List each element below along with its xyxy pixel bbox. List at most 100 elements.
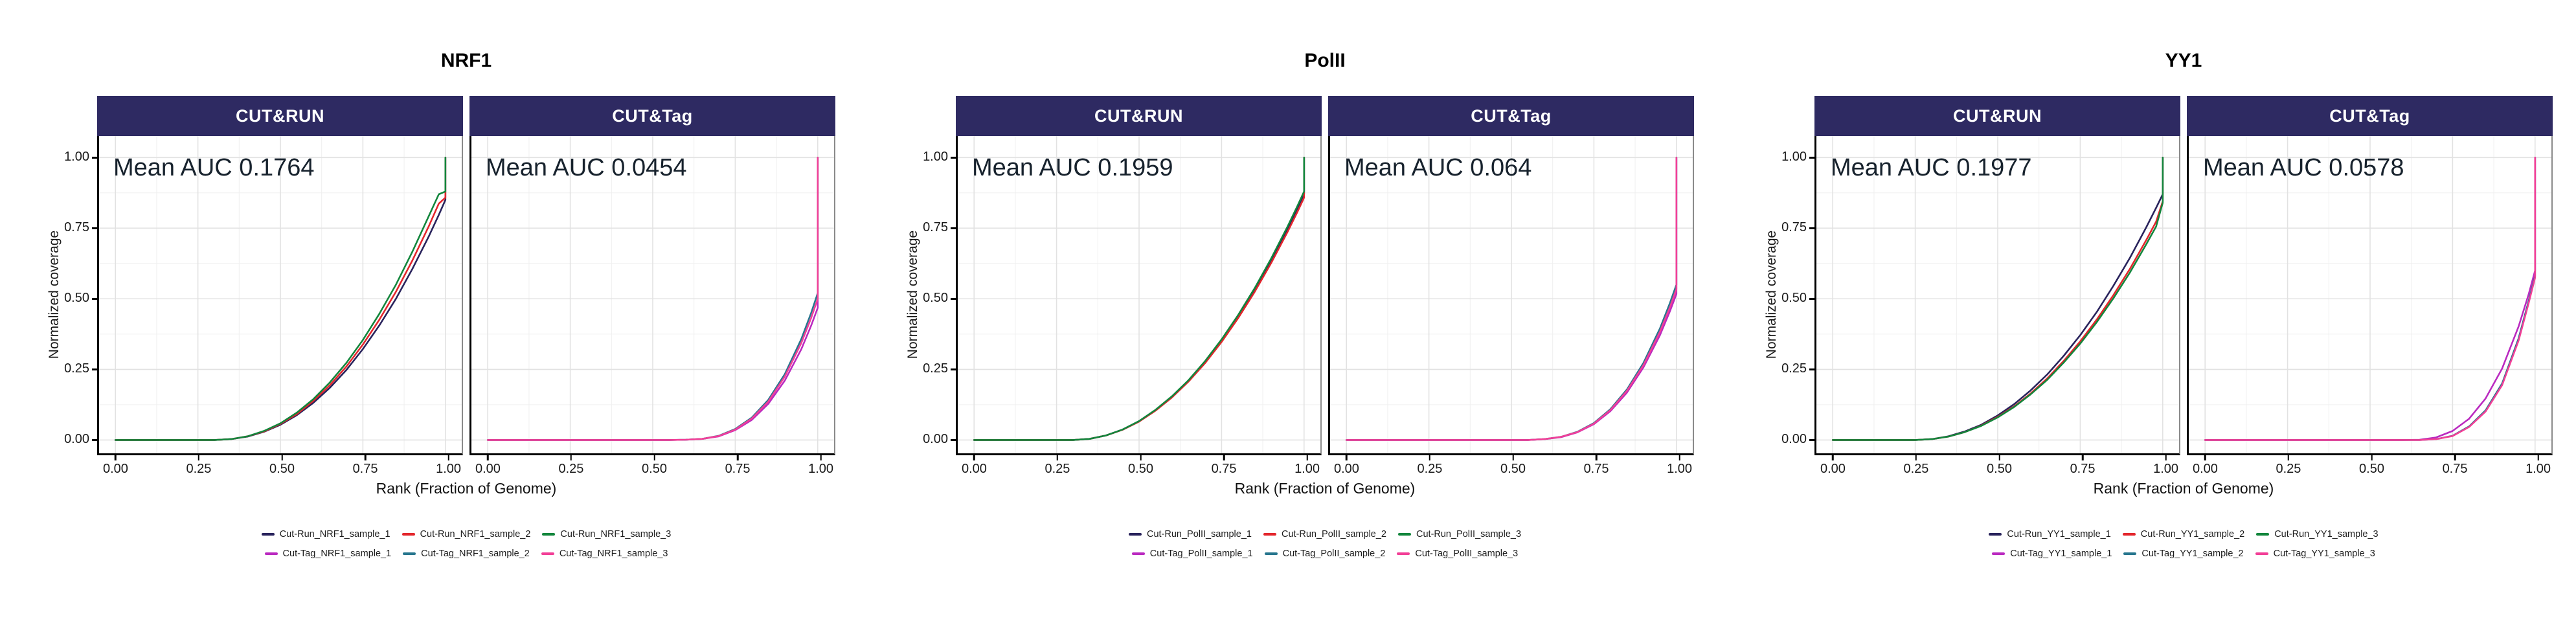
facet-cutrun: CUT&RUN Mean AUC 0.1977 0.00 0.25 0.50 0.75… — [1814, 96, 2180, 479]
x-tick-label: 0.75 — [725, 462, 751, 476]
legend-label: Cut-Tag_NRF1_sample_2 — [421, 549, 530, 559]
x-axis-ticks: 0.00 0.25 0.50 0.75 1.00 — [2187, 455, 2553, 479]
x-tick-label: 0.25 — [1045, 462, 1070, 476]
x-tick-label: 0.00 — [475, 462, 501, 476]
x-tick-mark — [2081, 455, 2084, 460]
facet-strip-label: CUT&RUN — [956, 96, 1322, 136]
x-tick-mark — [115, 455, 117, 460]
facet-strip-label: CUT&RUN — [1814, 96, 2180, 136]
legend-key-swatch — [1397, 552, 1410, 555]
legend: Cut-Run_PolII_sample_1 Cut-Run_PolII_samp… — [956, 529, 1694, 559]
x-tick-label: 0.50 — [1500, 462, 1526, 476]
curves-canvas — [2189, 136, 2551, 453]
facet-row: Normalized coverage 0.00 0.25 0.50 0.75 1.00… — [45, 96, 835, 479]
curves-canvas — [1816, 136, 2179, 453]
x-tick-mark — [1056, 455, 1059, 460]
x-tick-label: 0.50 — [269, 462, 295, 476]
legend-label: Cut-Tag_YY1_sample_1 — [2010, 549, 2112, 559]
curves-canvas — [1330, 136, 1693, 453]
legend-label: Cut-Tag_PolII_sample_3 — [1415, 549, 1519, 559]
legend-item: Cut-Tag_NRF1_sample_2 — [403, 549, 530, 559]
x-tick-mark — [2371, 455, 2373, 460]
legend-label: Cut-Tag_NRF1_sample_1 — [282, 549, 392, 559]
legend-item: Cut-Tag_NRF1_sample_1 — [264, 549, 392, 559]
legend-row-cuttag: Cut-Tag_PolII_sample_1 Cut-Tag_PolII_samp… — [956, 549, 1694, 559]
x-axis-ticks: 0.00 0.25 0.50 0.75 1.00 — [1814, 455, 2180, 479]
y-tick-label: 0.75 — [1781, 220, 1807, 235]
y-tick-mark — [1809, 368, 1814, 370]
series-line-Cut-Tag_NRF1_sample_3 — [486, 156, 819, 441]
x-tick-mark — [2204, 455, 2206, 460]
legend-label: Cut-Tag_PolII_sample_2 — [1282, 549, 1386, 559]
page-title: NRF1 — [440, 50, 492, 71]
x-tick-mark — [1346, 455, 1348, 460]
plot-panel: Mean AUC 0.064 — [1328, 136, 1694, 455]
facet-panels: CUT&RUN Mean AUC 0.1959 0.00 0.25 0.50 0.75… — [956, 96, 1694, 479]
facet-cuttag: CUT&Tag Mean AUC 0.0578 0.00 0.25 0.50 0.75… — [2187, 96, 2553, 479]
x-tick-label: 0.50 — [1128, 462, 1153, 476]
series-line-Cut-Run_NRF1_sample_3 — [114, 156, 447, 441]
x-tick-label: 0.25 — [186, 462, 212, 476]
legend-item: Cut-Run_YY1_sample_1 — [1989, 529, 2111, 539]
x-tick-label: 1.00 — [808, 462, 834, 476]
series-line-Cut-Tag_YY1_sample_3 — [2204, 156, 2536, 441]
x-tick-label: 1.00 — [1667, 462, 1693, 476]
legend-item: Cut-Tag_PolII_sample_2 — [1264, 549, 1386, 559]
mean-auc-annotation: Mean AUC 0.1959 — [972, 154, 1173, 181]
y-tick-mark — [92, 439, 97, 441]
y-tick-label: 0.50 — [1781, 291, 1807, 306]
y-tick-label: 0.75 — [923, 220, 948, 235]
y-tick-mark — [1809, 298, 1814, 300]
curves-canvas — [471, 136, 834, 453]
x-tick-label: 0.50 — [642, 462, 667, 476]
facet-panels: CUT&RUN Mean AUC 0.1764 0.00 0.25 0.50 0.75… — [97, 96, 835, 479]
plot-panel: Mean AUC 0.0578 — [2187, 136, 2553, 455]
y-tick-mark — [951, 439, 956, 441]
y-tick-mark — [92, 227, 97, 229]
facet-row: Normalized coverage 0.00 0.25 0.50 0.75 1.00… — [904, 96, 1694, 479]
legend-label: Cut-Tag_YY1_sample_3 — [2273, 549, 2375, 559]
curves-canvas — [99, 136, 462, 453]
y-tick-label: 0.00 — [64, 432, 89, 447]
y-tick-mark — [951, 227, 956, 229]
legend-label: Cut-Run_YY1_sample_1 — [2007, 529, 2111, 539]
legend-item: Cut-Tag_NRF1_sample_3 — [541, 549, 668, 559]
legend-key-swatch — [2256, 533, 2270, 536]
x-tick-label: 0.00 — [961, 462, 987, 476]
x-axis-ticks: 0.00 0.25 0.50 0.75 1.00 — [1328, 455, 1694, 479]
x-tick-mark — [1832, 455, 1834, 460]
y-tick-label: 0.25 — [923, 361, 948, 376]
y-axis-title: Normalized coverage — [47, 230, 62, 359]
legend-item: Cut-Run_NRF1_sample_1 — [261, 529, 390, 539]
x-tick-label: 1.00 — [436, 462, 462, 476]
y-tick-label: 1.00 — [64, 150, 89, 164]
figure-row: NRF1 Normalized coverage 0.00 0.25 0.50 0.7… — [45, 50, 2553, 559]
legend-key-swatch — [1131, 552, 1145, 555]
y-tick-label: 0.50 — [64, 291, 89, 306]
x-tick-label: 0.00 — [1820, 462, 1846, 476]
legend-key-swatch — [264, 552, 278, 555]
legend-label: Cut-Run_PolII_sample_3 — [1416, 529, 1522, 539]
mean-auc-annotation: Mean AUC 0.1764 — [113, 154, 315, 181]
legend-item: Cut-Tag_YY1_sample_1 — [1992, 549, 2112, 559]
x-tick-mark — [1429, 455, 1431, 460]
legend-label: Cut-Tag_NRF1_sample_3 — [559, 549, 668, 559]
y-tick-label: 0.75 — [64, 220, 89, 235]
legend-label: Cut-Run_YY1_sample_2 — [2140, 529, 2245, 539]
y-tick-label: 0.50 — [923, 291, 948, 306]
y-tick-mark — [1809, 439, 1814, 441]
x-axis-ticks: 0.00 0.25 0.50 0.75 1.00 — [97, 455, 463, 479]
facet-strip-label: CUT&Tag — [2187, 96, 2553, 136]
x-tick-label: 1.00 — [1294, 462, 1320, 476]
legend-label: Cut-Run_NRF1_sample_1 — [279, 529, 390, 539]
legend-key-swatch — [1989, 533, 2002, 536]
legend-item: Cut-Run_PolII_sample_2 — [1263, 529, 1386, 539]
y-axis-title: Normalized coverage — [905, 230, 920, 359]
x-tick-label: 0.75 — [2070, 462, 2096, 476]
y-tick-mark — [92, 368, 97, 370]
x-tick-mark — [2454, 455, 2456, 460]
x-tick-mark — [487, 455, 489, 460]
x-tick-label: 0.00 — [2192, 462, 2218, 476]
y-tick-label: 0.25 — [1781, 361, 1807, 376]
x-tick-mark — [973, 455, 975, 460]
